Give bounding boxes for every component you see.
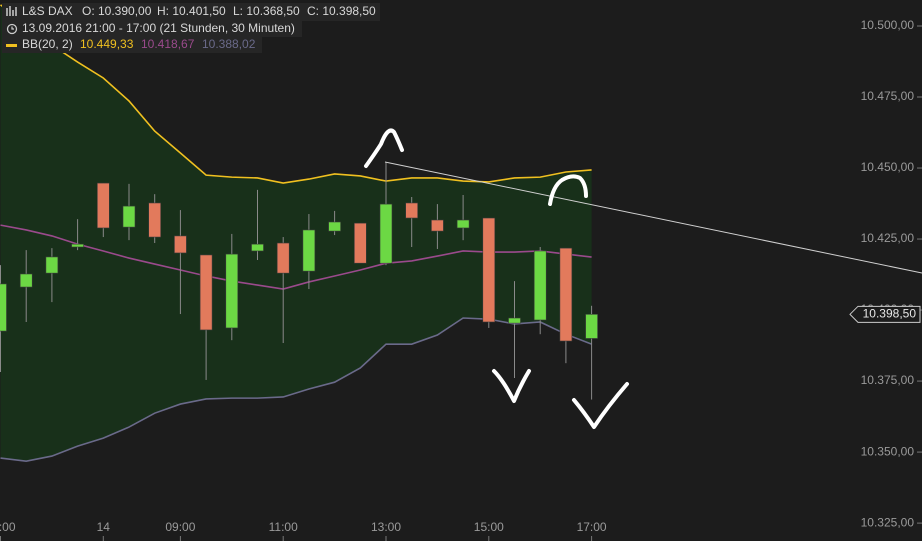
candle-body [276,242,290,274]
last-price-label: 10.398,50 [863,306,917,320]
x-tick-label: 12:00 [0,520,16,534]
y-tick-label: 10.325,00 [861,515,915,529]
candle-body [45,256,59,274]
candle-body [431,219,444,232]
candle-body [174,235,187,254]
candle-body [482,217,496,323]
candle-body [0,283,7,332]
period: 13.09.2016 21:00 - 17:00 (21 Stunden, 30… [22,21,295,35]
candle-body [559,247,573,342]
clock-icon [11,26,14,30]
y-tick-label: 10.375,00 [861,373,915,387]
header: L&S DAX O: 10.390,00 H: 10.401,50 L: 10.… [2,3,380,53]
last-price-tag [849,305,921,323]
upper-band [0,4,592,184]
candle-body [508,317,521,324]
symbol: L&S DAX [22,4,73,18]
hand-arrow-up [364,128,404,168]
x-tick-label: 11:00 [269,520,298,534]
y-axis: 12:00 14 09:00 11:00 13:00 15:00 17:00 10.325,0… [0,18,922,541]
high-label: H: 10.401,50 [157,4,226,18]
candle-body [199,254,213,331]
candle-body [19,273,33,288]
candle-body [456,219,470,229]
candle-body [97,182,110,229]
clock-icon [6,23,18,35]
header-bg [2,37,262,53]
candle-body [122,205,136,228]
candle-body [533,250,547,321]
candle-body [379,203,393,264]
y-tick-label: 10.475,00 [861,89,915,103]
candle-body [225,253,239,329]
y-tick-label: 10.500,00 [861,18,915,32]
candle-body [405,202,419,219]
header-bg [2,21,302,37]
candle-body [251,243,264,252]
close-label: C: 10.398,50 [307,4,376,18]
open-label: O: 10.390,00 [82,4,152,18]
hand-arrow-down [572,382,629,429]
candle-body [148,202,161,238]
plot-area [0,4,598,462]
lower-band-value: 10.388,02 [202,37,256,51]
symbol-icon [6,6,17,16]
low-label: L: 10.368,50 [233,4,300,18]
hand-drawn-marks [364,128,629,429]
x-tick-label: 14 [97,520,111,534]
x-tick-label: 15:00 [474,520,504,534]
candle-body [353,222,367,264]
x-tick-label: 09:00 [165,520,195,534]
middle-band-value: 10.418,67 [141,37,195,51]
y-tick-label: 10.425,00 [861,231,915,245]
upper-band-value: 10.449,33 [80,37,134,51]
candle-body [302,229,316,272]
candle-body [328,221,341,232]
bands-swatch [6,44,17,47]
x-tick-label: 13:00 [371,520,401,534]
trend-line [384,161,922,274]
y-tick-label: 10.350,00 [861,444,915,458]
candle-body [71,243,84,248]
candle-body [585,314,598,339]
hand-arrow-up [548,174,588,206]
y-tick-label: 10.450,00 [861,160,915,174]
x-tick-label: 17:00 [577,520,607,534]
hand-arrow-down [492,369,531,403]
bands-label: BB(20, 2) [22,37,73,51]
header-bg [2,3,380,21]
band-fill [0,4,592,462]
